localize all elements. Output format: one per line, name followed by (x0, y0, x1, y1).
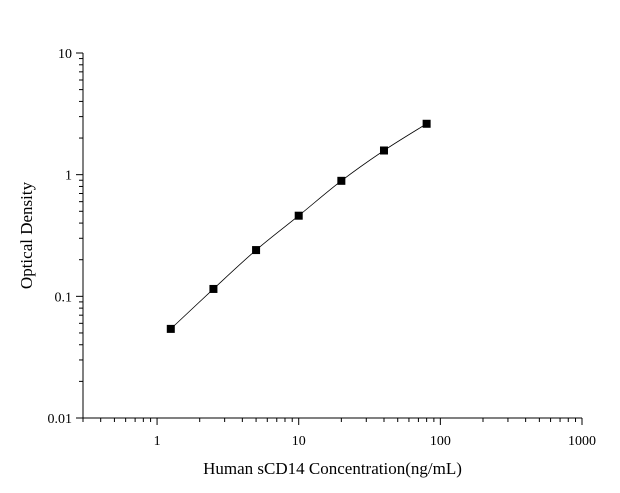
data-point (379, 146, 388, 155)
data-point (422, 119, 431, 128)
data-point (252, 246, 261, 255)
x-tick-label: 1000 (568, 434, 596, 449)
data-points (166, 119, 431, 333)
x-axis-title: Human sCD14 Concentration(ng/mL) (203, 459, 462, 478)
ticks (76, 52, 583, 425)
axes (82, 53, 582, 419)
data-point (209, 284, 218, 293)
y-tick-label: 1 (65, 169, 72, 184)
tick-labels: 1 10 100 1000 0.01 0.1 1 10 (48, 47, 597, 449)
y-tick-label: 0.1 (55, 290, 73, 305)
y-tick-label: 0.01 (48, 412, 73, 427)
data-point (294, 211, 303, 220)
x-tick-label: 100 (430, 434, 451, 449)
x-tick-label: 1 (154, 434, 161, 449)
y-axis-title: Optical Density (17, 181, 36, 289)
fit-curve (170, 123, 427, 330)
data-point (166, 324, 175, 333)
y-tick-label: 10 (58, 47, 72, 62)
data-point (337, 176, 346, 185)
x-tick-label: 10 (292, 434, 306, 449)
